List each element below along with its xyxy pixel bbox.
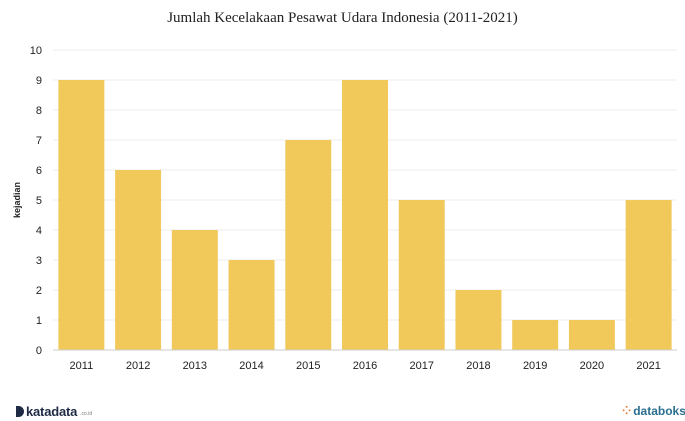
x-tick-label: 2012: [126, 360, 150, 372]
y-tick-label: 3: [36, 255, 42, 267]
y-tick-label: 2: [36, 285, 42, 297]
katadata-logo: katadata .co.id: [16, 404, 92, 419]
bars: [58, 80, 672, 350]
bar-2014: [228, 260, 275, 350]
y-tick-label: 8: [36, 105, 42, 117]
x-tick-label: 2019: [523, 360, 547, 372]
katadata-logo-mark: [16, 406, 24, 417]
x-tick-label: 2014: [239, 360, 263, 372]
bar-2016: [342, 80, 388, 350]
x-tick-label: 2018: [466, 360, 490, 372]
databoks-logo-text: databoks: [633, 404, 685, 418]
katadata-logo-text: katadata: [26, 404, 78, 419]
y-tick-label: 6: [36, 165, 42, 177]
y-tick-label: 0: [36, 345, 42, 357]
y-tick-label: 1: [36, 315, 42, 327]
y-tick-label: 7: [36, 135, 42, 147]
x-tick-label: 2017: [409, 360, 433, 372]
databoks-logo-mark: ⁘: [622, 404, 632, 417]
y-tick-label: 9: [36, 75, 42, 87]
x-tick-label: 2020: [580, 360, 604, 372]
x-tick-label: 2015: [296, 360, 320, 372]
y-tick-label: 10: [30, 45, 42, 57]
bar-2012: [115, 170, 162, 350]
y-axis-label: kejadian: [12, 182, 22, 218]
bar-2013: [171, 230, 218, 350]
y-tick-labels: 0 1 2 3 4 5 6 7 8 9 10: [30, 45, 42, 357]
y-tick-label: 5: [36, 195, 42, 207]
bar-2019: [512, 320, 559, 350]
bar-2011: [58, 80, 105, 350]
x-tick-label: 2016: [353, 360, 377, 372]
chart-title: Jumlah Kecelakaan Pesawat Udara Indonesi…: [167, 10, 518, 26]
bar-2020: [568, 320, 615, 350]
x-tick-label: 2011: [70, 360, 94, 372]
katadata-logo-domain: .co.id: [80, 410, 93, 417]
x-tick-label: 2021: [636, 360, 660, 372]
databoks-logo: ⁘ databoks: [622, 404, 685, 418]
bar-2017: [398, 200, 445, 350]
bar-2015: [285, 140, 332, 350]
y-tick-label: 4: [36, 225, 42, 237]
bar-2021: [625, 200, 672, 350]
x-tick-labels: 2011 2012 2013 2014 2015 2016 2017 2018 2019 2020…: [70, 360, 661, 372]
x-tick-label: 2013: [183, 360, 207, 372]
bar-2018: [455, 290, 502, 350]
